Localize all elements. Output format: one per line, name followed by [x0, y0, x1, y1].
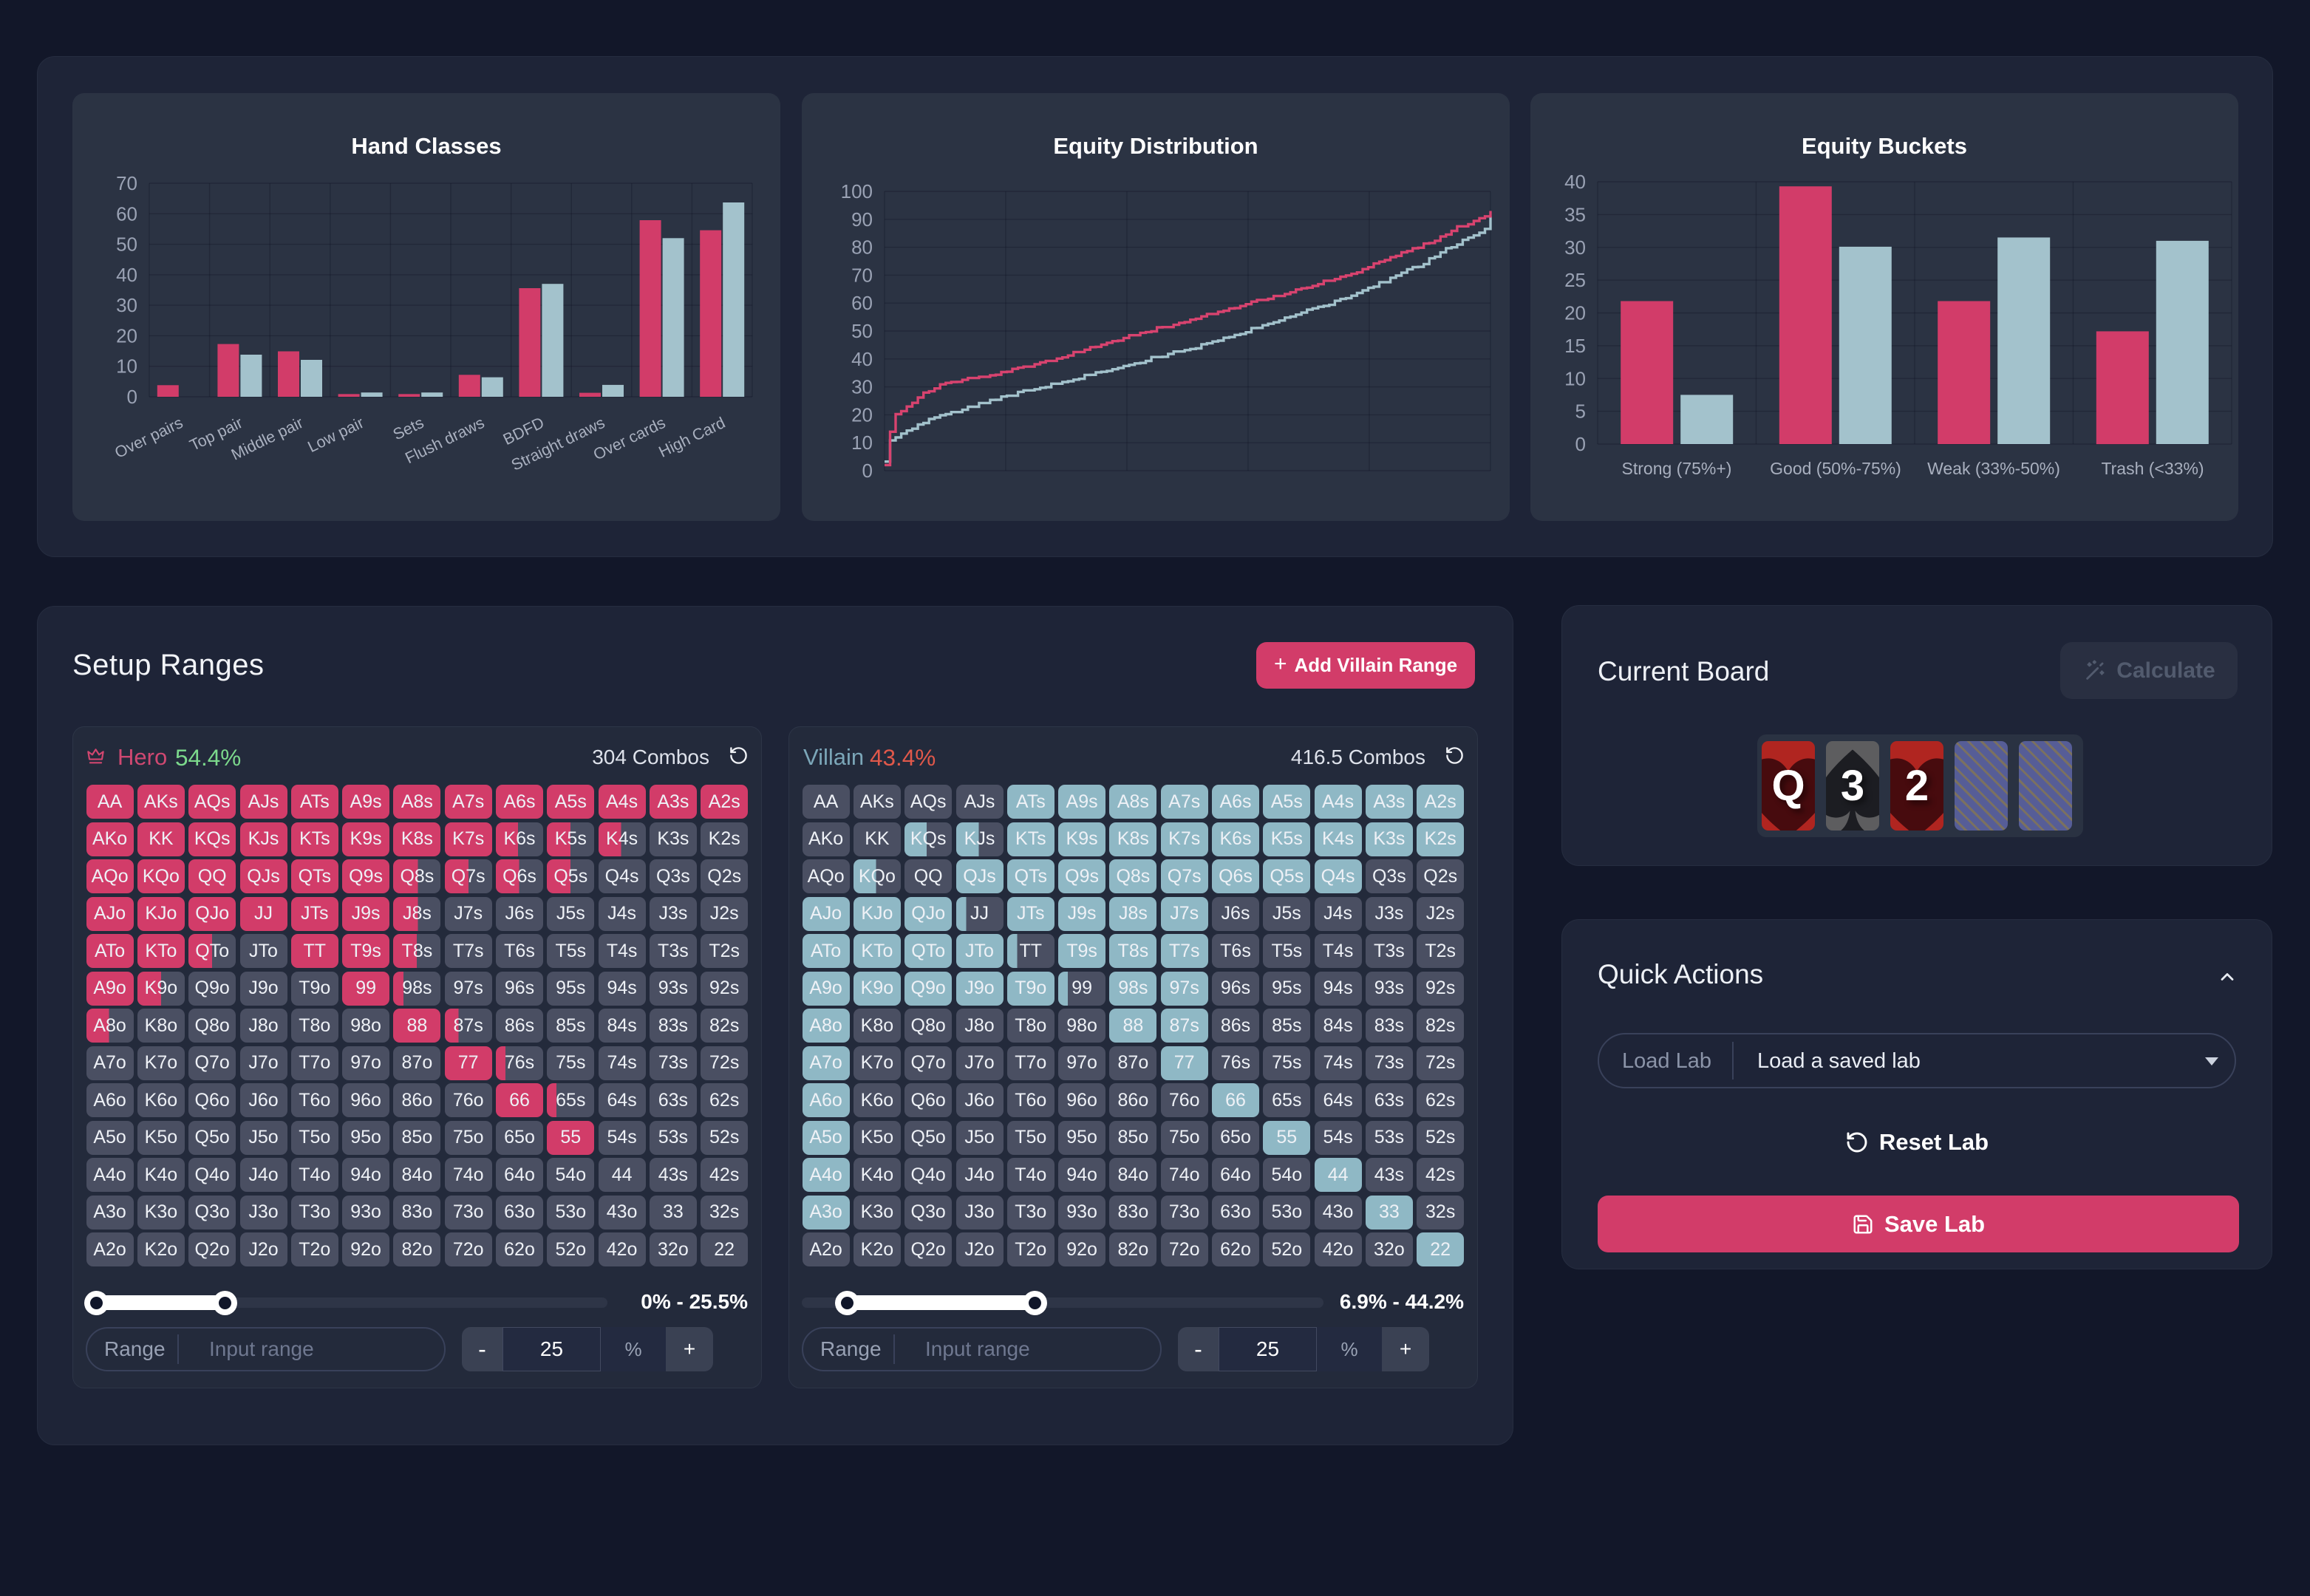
- svg-text:High Card: High Card: [656, 414, 729, 461]
- svg-text:0: 0: [1575, 433, 1586, 455]
- svg-text:Trash (<33%): Trash (<33%): [2101, 459, 2204, 478]
- svg-text:Good (50%-75%): Good (50%-75%): [1770, 459, 1901, 478]
- svg-text:30: 30: [1564, 236, 1586, 259]
- svg-text:80: 80: [851, 236, 873, 259]
- svg-text:20: 20: [116, 324, 137, 347]
- svg-text:Weak (33%-50%): Weak (33%-50%): [1927, 459, 2060, 478]
- svg-text:Equity Distribution: Equity Distribution: [1053, 133, 1258, 159]
- svg-text:Equity Buckets: Equity Buckets: [1802, 133, 1967, 159]
- svg-text:20: 20: [1564, 302, 1586, 324]
- svg-text:Low pair: Low pair: [305, 414, 367, 456]
- svg-text:0: 0: [862, 460, 873, 482]
- svg-text:Hand Classes: Hand Classes: [351, 133, 501, 159]
- svg-text:5: 5: [1575, 400, 1586, 423]
- svg-text:30: 30: [851, 376, 873, 398]
- svg-text:100: 100: [841, 180, 873, 202]
- svg-text:40: 40: [1564, 171, 1586, 193]
- svg-text:60: 60: [851, 292, 873, 314]
- svg-text:70: 70: [116, 172, 137, 194]
- svg-text:70: 70: [851, 264, 873, 286]
- svg-text:40: 40: [851, 348, 873, 370]
- svg-text:10: 10: [1564, 367, 1586, 389]
- svg-text:0: 0: [127, 386, 137, 408]
- svg-text:60: 60: [116, 202, 137, 225]
- svg-text:15: 15: [1564, 335, 1586, 357]
- svg-text:50: 50: [851, 320, 873, 342]
- svg-text:40: 40: [116, 264, 137, 286]
- svg-text:20: 20: [851, 403, 873, 426]
- svg-text:50: 50: [116, 233, 137, 256]
- svg-text:30: 30: [116, 294, 137, 316]
- svg-text:10: 10: [851, 432, 873, 454]
- svg-text:25: 25: [1564, 269, 1586, 291]
- svg-text:Over pairs: Over pairs: [112, 414, 186, 462]
- svg-text:90: 90: [851, 208, 873, 231]
- svg-text:35: 35: [1564, 203, 1586, 225]
- svg-text:10: 10: [116, 355, 137, 378]
- svg-text:Sets: Sets: [390, 414, 426, 443]
- svg-text:Strong (75%+): Strong (75%+): [1622, 459, 1732, 478]
